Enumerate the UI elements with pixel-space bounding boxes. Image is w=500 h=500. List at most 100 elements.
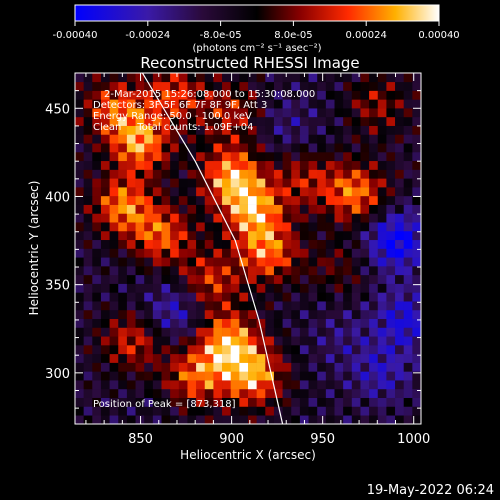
heatmap-cell: [343, 213, 353, 223]
heatmap-cell: [239, 213, 249, 223]
heatmap-cell: [325, 415, 335, 424]
heatmap-cell: [248, 108, 257, 118]
heatmap-cell: [161, 309, 171, 319]
heatmap-cell: [126, 213, 136, 223]
heatmap-cell: [83, 248, 93, 258]
heatmap-cell: [325, 90, 335, 100]
heatmap-cell: [317, 292, 327, 302]
heatmap-cell: [83, 134, 93, 144]
heatmap-cell: [170, 239, 180, 249]
heatmap-cell: [256, 353, 266, 363]
heatmap-cell: [369, 239, 379, 249]
heatmap-cell: [334, 415, 344, 424]
heatmap-cell: [126, 99, 136, 109]
heatmap-cell: [317, 81, 327, 91]
heatmap-cell: [308, 353, 318, 363]
heatmap-cell: [351, 380, 361, 390]
heatmap-cell: [109, 143, 119, 153]
heatmap-cell: [75, 327, 84, 337]
heatmap-cell: [196, 222, 206, 232]
heatmap-cell: [386, 116, 396, 126]
heatmap-cell: [222, 204, 231, 214]
heatmap-cell: [109, 336, 119, 346]
heatmap-cell: [204, 380, 214, 390]
heatmap-cell: [299, 397, 309, 407]
heatmap-cell: [377, 257, 387, 267]
heatmap-cell: [395, 169, 404, 179]
heatmap-cell: [213, 415, 223, 424]
heatmap-cell: [248, 143, 257, 153]
heatmap-cell: [325, 99, 335, 109]
heatmap-cell: [403, 204, 413, 214]
heatmap-cell: [126, 318, 136, 328]
heatmap-cell: [178, 230, 188, 241]
chart-title: Reconstructed RHESSI Image: [140, 54, 359, 72]
heatmap-cell: [100, 274, 110, 284]
heatmap-cell: [248, 81, 257, 91]
heatmap-cell: [248, 134, 257, 144]
heatmap-cell: [213, 257, 223, 267]
heatmap-cell: [239, 178, 249, 188]
heatmap-cell: [334, 371, 344, 381]
heatmap-cell: [343, 318, 353, 328]
heatmap-cell: [308, 345, 318, 355]
heatmap-cell: [299, 345, 309, 355]
heatmap-cell: [360, 336, 370, 346]
heatmap-cell: [248, 362, 257, 372]
heatmap-cell: [265, 257, 275, 267]
heatmap-cell: [213, 204, 223, 214]
heatmap-cell: [325, 230, 335, 241]
heatmap-cell: [187, 187, 197, 197]
heatmap-cell: [204, 81, 214, 91]
heatmap-cell: [403, 345, 413, 355]
heatmap-cell: [308, 134, 318, 144]
heatmap-cell: [196, 143, 206, 153]
heatmap-cell: [412, 406, 421, 416]
heatmap-cell: [351, 73, 361, 83]
heatmap-cell: [351, 257, 361, 267]
heatmap-cell: [291, 204, 301, 214]
heatmap-cell: [351, 266, 361, 276]
heatmap-cell: [178, 327, 188, 337]
heatmap-cell: [403, 134, 413, 144]
heatmap-cell: [161, 336, 171, 346]
heatmap-cell: [222, 178, 231, 188]
heatmap-cell: [178, 283, 188, 293]
heatmap-cell: [213, 73, 223, 83]
heatmap-cell: [308, 222, 318, 232]
heatmap-cell: [213, 151, 223, 162]
colorbar-units: (photons cm⁻² s⁻¹ asec⁻²): [192, 43, 321, 54]
heatmap-cell: [196, 116, 206, 126]
heatmap-cell: [273, 388, 283, 398]
heatmap-cell: [170, 178, 180, 188]
heatmap-cell: [343, 143, 353, 153]
heatmap-cell: [178, 222, 188, 232]
heatmap-cell: [75, 230, 84, 241]
heatmap-cell: [334, 257, 344, 267]
heatmap-cell: [325, 406, 335, 416]
heatmap-cell: [152, 257, 162, 267]
heatmap-cell: [118, 371, 128, 381]
heatmap-cell: [178, 108, 188, 118]
heatmap-cell: [360, 362, 370, 372]
heatmap-cell: [248, 160, 257, 170]
heatmap-cell: [273, 73, 283, 83]
heatmap-cell: [75, 362, 84, 372]
heatmap-cell: [83, 266, 93, 276]
heatmap-cell: [299, 230, 309, 241]
heatmap-cell: [334, 151, 344, 162]
heatmap-cell: [161, 230, 171, 241]
heatmap-cell: [317, 397, 327, 407]
heatmap-cell: [109, 248, 119, 258]
heatmap-cell: [369, 327, 379, 337]
heatmap-cell: [170, 151, 180, 162]
heatmap-cell: [282, 239, 292, 249]
heatmap-cell: [135, 362, 145, 372]
heatmap-cell: [343, 345, 353, 355]
heatmap-cell: [239, 204, 249, 214]
heatmap-cell: [395, 327, 404, 337]
heatmap-cell: [126, 143, 136, 153]
heatmap-cell: [282, 371, 292, 381]
heatmap-cell: [412, 125, 421, 135]
heatmap-cell: [135, 125, 145, 135]
